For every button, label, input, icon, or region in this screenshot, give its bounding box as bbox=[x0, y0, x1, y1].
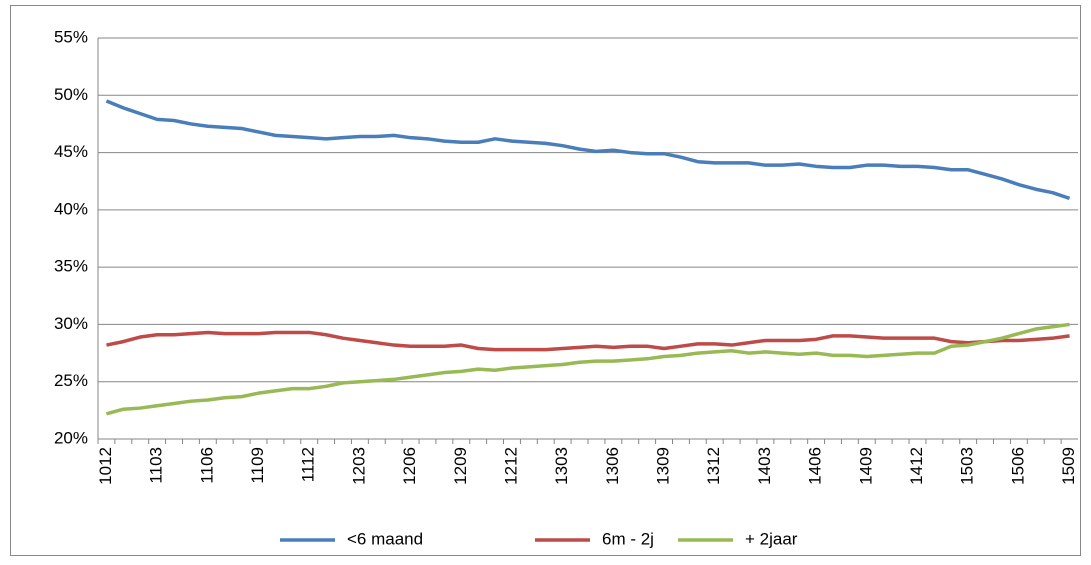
y-tick-label: 45% bbox=[54, 142, 88, 161]
x-tick-label: 1212 bbox=[501, 447, 520, 485]
x-tick-label: 1012 bbox=[96, 447, 115, 485]
x-tick-label: 1309 bbox=[654, 447, 673, 485]
x-tick-label: 1109 bbox=[248, 447, 267, 484]
x-tick-label: 1412 bbox=[907, 447, 926, 485]
x-tick-label: 1403 bbox=[755, 447, 774, 485]
chart-frame bbox=[10, 5, 1081, 556]
x-tick-label: 1112 bbox=[299, 447, 318, 482]
y-tick-label: 50% bbox=[54, 85, 88, 104]
x-tick-label: 1406 bbox=[806, 447, 825, 485]
legend-label: + 2jaar bbox=[745, 529, 798, 548]
legend-label: 6m - 2j bbox=[602, 529, 654, 548]
x-tick-label: 1103 bbox=[147, 447, 166, 484]
series-line bbox=[106, 330, 1070, 352]
series-line bbox=[105, 99, 1071, 201]
x-tick-label: 1312 bbox=[704, 447, 723, 485]
series-line bbox=[105, 322, 1070, 416]
x-tick-label: 1106 bbox=[197, 447, 216, 484]
x-tick-label: 1509 bbox=[1059, 447, 1078, 485]
x-tick-label: 1503 bbox=[958, 447, 977, 485]
x-tick-label: 1306 bbox=[603, 447, 622, 485]
legend-label: <6 maand bbox=[347, 529, 423, 548]
y-tick-label: 55% bbox=[54, 27, 88, 46]
y-tick-label: 20% bbox=[54, 428, 88, 447]
x-tick-label: 1203 bbox=[349, 447, 368, 485]
y-tick-label: 40% bbox=[54, 199, 88, 218]
y-tick-label: 30% bbox=[54, 314, 88, 333]
x-tick-label: 1506 bbox=[1008, 447, 1027, 485]
y-tick-label: 25% bbox=[54, 371, 88, 390]
x-tick-label: 1409 bbox=[856, 447, 875, 485]
x-tick-label: 1209 bbox=[451, 447, 470, 485]
x-tick-label: 1303 bbox=[552, 447, 571, 485]
x-tick-label: 1206 bbox=[400, 447, 419, 485]
y-tick-label: 35% bbox=[54, 257, 88, 276]
